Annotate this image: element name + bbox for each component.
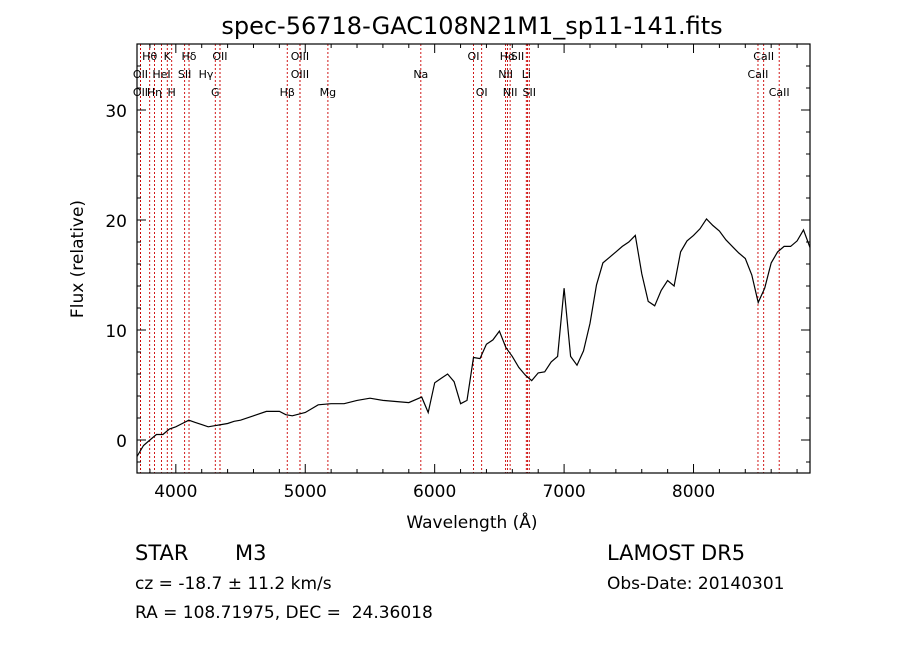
line-label-27: CaII (769, 86, 790, 99)
x-tick-label-2: 6000 (413, 482, 456, 502)
line-label-25: NII (503, 86, 518, 99)
x-axis-label: Wavelength (Å) (406, 511, 537, 533)
redshift-readout: cz = -18.7 ± 11.2 km/s (135, 574, 332, 594)
line-label-3: OII (212, 50, 227, 63)
plot-frame (136, 43, 811, 474)
x-tick-label-3: 7000 (542, 482, 585, 502)
line-label-16: CaII (748, 68, 769, 81)
line-label-11: SII (178, 68, 191, 81)
line-label-20: G (211, 86, 220, 99)
line-label-2: Hδ (182, 50, 197, 63)
line-label-13: OIII (291, 68, 309, 81)
line-label-26: SII (523, 86, 536, 99)
emission-line-markers (140, 44, 780, 473)
x-tick-label-1: 5000 (284, 482, 327, 502)
y-tick-label-1: 10 (105, 322, 127, 342)
object-type: STAR (135, 541, 189, 565)
line-label-23: Na (413, 68, 428, 81)
line-label-21: Hβ (280, 86, 295, 99)
line-label-22: Mg (320, 86, 336, 99)
line-label-4: OIII (291, 50, 309, 63)
line-label-19: H (168, 86, 176, 99)
y-tick-label-3: 30 (105, 102, 127, 122)
y-axis-ticks: 0 10 20 30 (105, 65, 810, 463)
line-label-5: OI (468, 50, 480, 63)
x-tick-label-0: 4000 (154, 482, 197, 502)
line-label-12: Hγ (199, 68, 214, 81)
y-tick-label-2: 20 (105, 212, 127, 232)
line-label-9: OII (133, 68, 148, 81)
line-label-6: Hα (500, 50, 516, 63)
y-tick-label-0: 0 (116, 432, 127, 452)
x-axis-ticks: 4000 5000 6000 7000 8000 (149, 44, 798, 502)
line-label-15: Li (522, 68, 531, 81)
line-label-18: Hη (147, 86, 162, 99)
y-axis-label: Flux (relative) (68, 200, 88, 318)
survey-name: LAMOST DR5 (607, 541, 746, 565)
line-label-7: SII (511, 50, 524, 63)
line-label-0: Hθ (142, 50, 157, 63)
line-label-8: CaII (753, 50, 774, 63)
line-label-24: OI (476, 86, 488, 99)
object-subclass: M3 (235, 541, 267, 565)
line-label-14: NII (498, 68, 513, 81)
chart-title: spec-56718-GAC108N21M1_sp11-141.fits (221, 12, 722, 40)
line-label-1: K (164, 50, 172, 63)
spectrum-series-line (136, 217, 811, 457)
x-tick-label-4: 8000 (672, 482, 715, 502)
coordinates: RA = 108.71975, DEC = 24.36018 (135, 603, 433, 623)
obs-date: Obs-Date: 20140301 (607, 574, 785, 594)
line-label-10: HeI (152, 68, 170, 81)
